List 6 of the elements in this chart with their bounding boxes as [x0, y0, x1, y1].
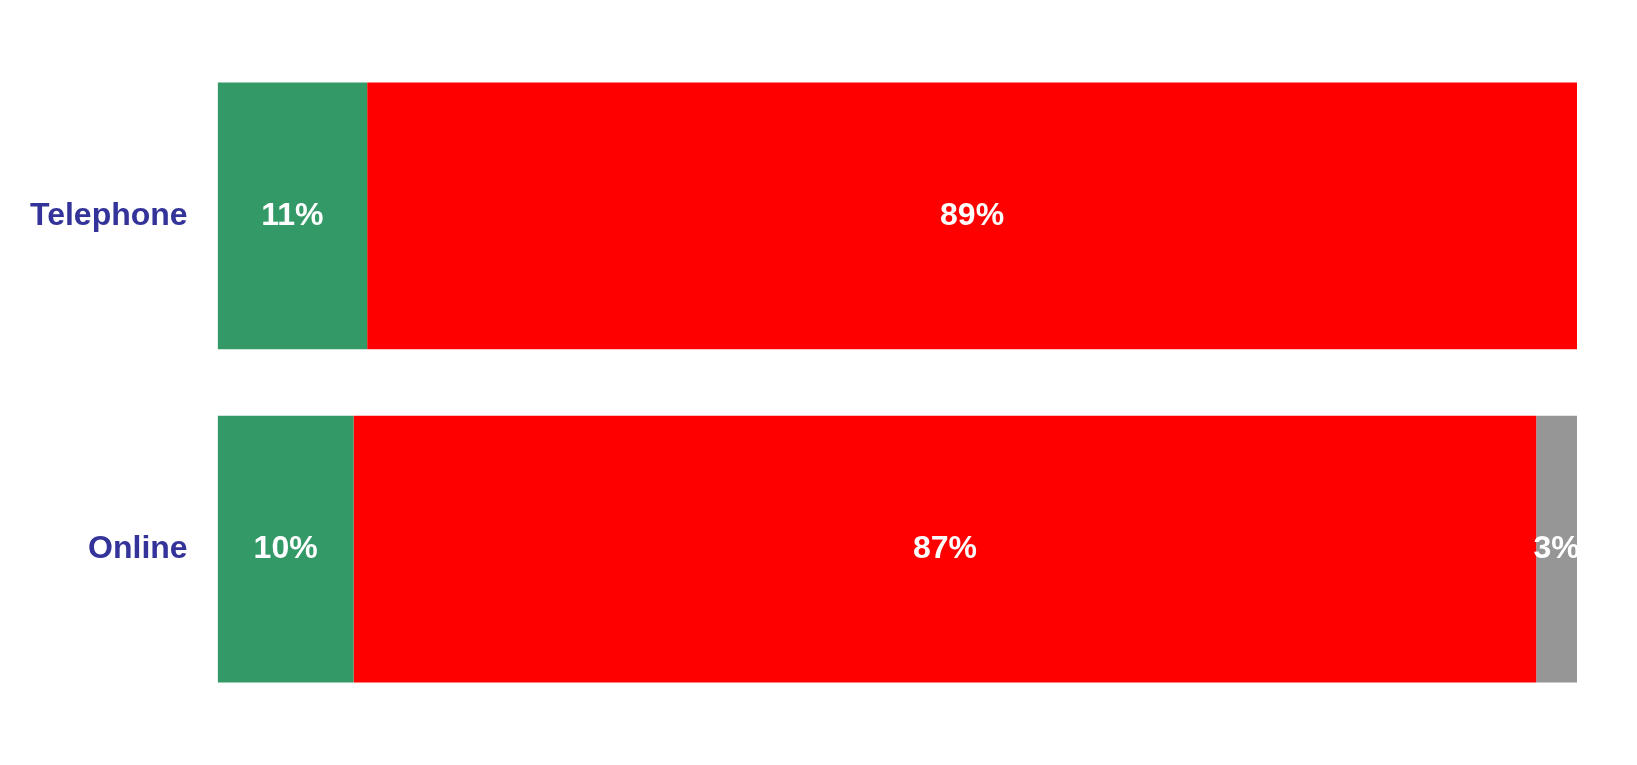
data-label: 10%	[253, 528, 318, 565]
data-label: 89%	[940, 195, 1005, 232]
y-tick-label: Telephone	[30, 195, 188, 232]
data-label: 11%	[261, 195, 324, 232]
y-tick-label: Online	[88, 528, 188, 565]
data-label: 87%	[912, 528, 977, 565]
